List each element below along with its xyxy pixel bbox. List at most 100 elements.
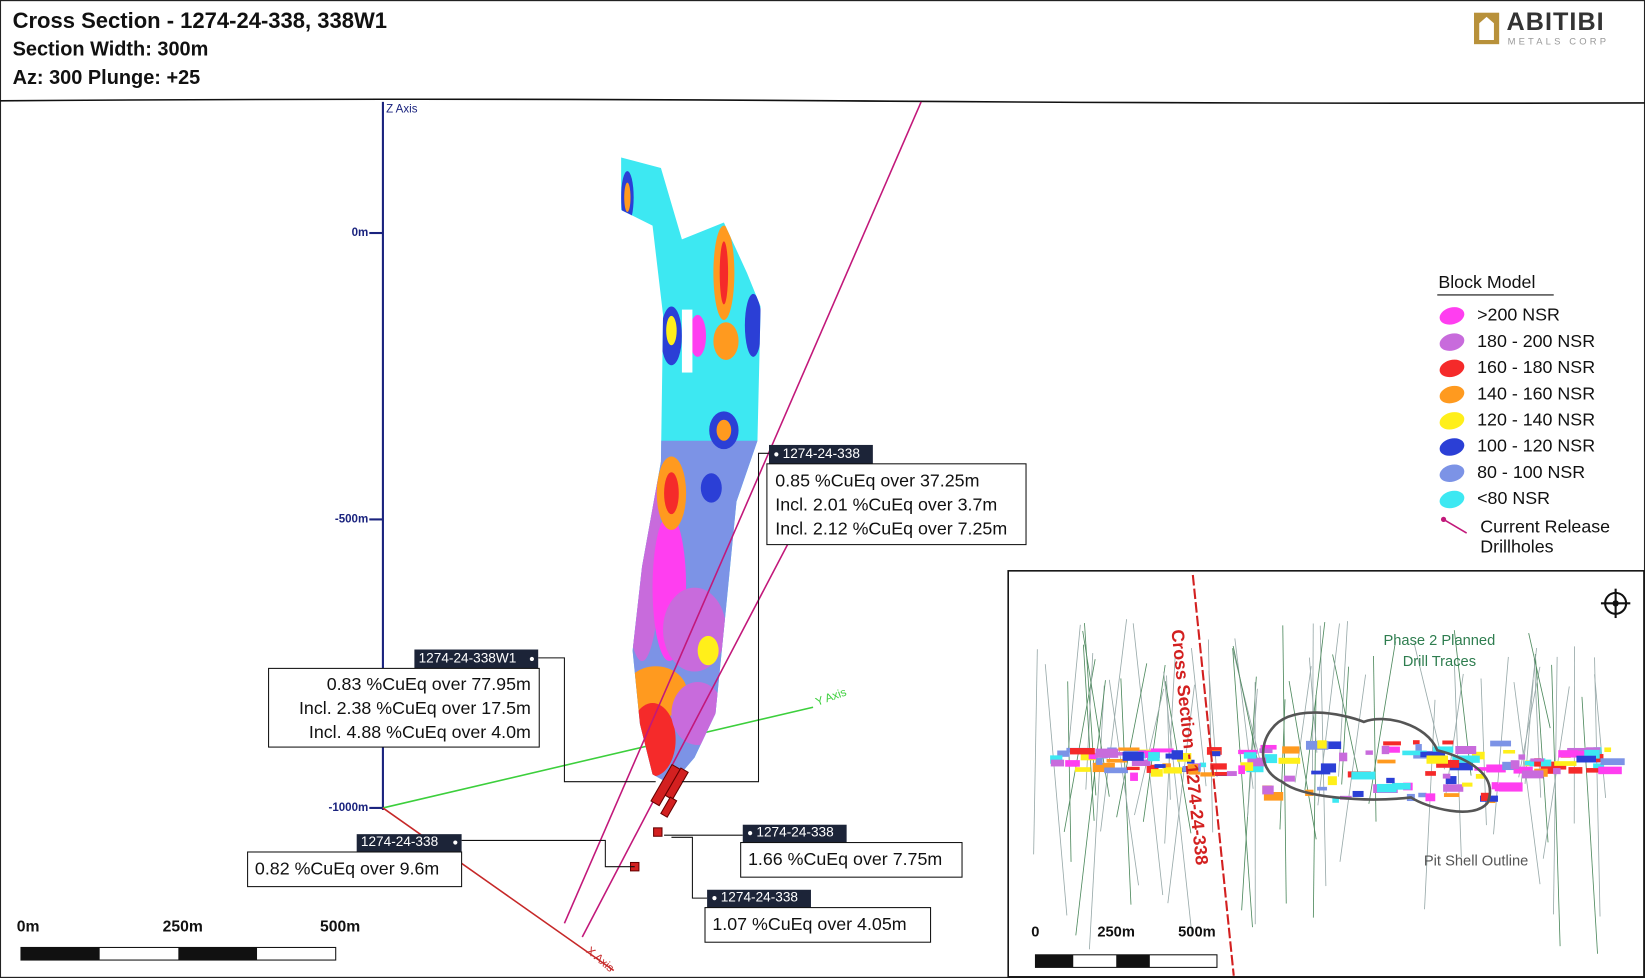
header-divider: [0, 98, 1645, 104]
block-cell: [1377, 759, 1396, 764]
legend-label: 100 - 120 NSR: [1477, 436, 1595, 456]
block-cell: [1262, 785, 1274, 795]
callout: 1274-24-338 0.82 %CuEq over 9.6m: [247, 834, 463, 888]
legend-label: 120 - 140 NSR: [1477, 410, 1595, 430]
block-cell: [1162, 763, 1171, 769]
drill-trace: [1373, 655, 1377, 822]
callout-tag: [742, 824, 847, 843]
block-cell: [1210, 763, 1227, 770]
block-cell: [1115, 752, 1128, 756]
block-cell: [1240, 762, 1254, 771]
inset-map: Cross Section - 1274-24-338 Phase 2 Plan…: [1007, 570, 1645, 978]
block-gap: [681, 309, 693, 373]
block-cell: [1491, 782, 1499, 790]
drill-trace: [1513, 682, 1541, 885]
callout-hole: 1274-24-338: [721, 890, 798, 905]
block-cell: [1243, 752, 1257, 759]
block-cell: [1176, 753, 1192, 762]
drill-trace: [1581, 696, 1598, 954]
block-cell: [1080, 753, 1097, 761]
connector: [671, 836, 708, 899]
block-cell: [1154, 764, 1166, 768]
drill-trace: [1534, 653, 1549, 843]
block-cell: [1381, 745, 1390, 755]
legend-swatch: [1439, 359, 1465, 378]
block-cell: [1092, 762, 1115, 773]
scale-segment: [20, 947, 100, 961]
block-cell: [1388, 746, 1400, 753]
callout-tag: [707, 889, 811, 908]
block-cell: [1199, 762, 1207, 768]
block-cell: [1383, 741, 1401, 746]
block-cell: [1486, 764, 1506, 773]
block-cell: [1305, 740, 1329, 750]
drill-trace: [1142, 664, 1166, 822]
block-cell: [1150, 748, 1174, 753]
logo-mark-inner: [1479, 16, 1494, 40]
block-zone: [697, 635, 719, 666]
header: Cross Section - 1274-24-338, 338W1 Secti…: [0, 8, 1645, 104]
title: Cross Section - 1274-24-338, 338W1: [13, 8, 387, 33]
block-cell: [1425, 771, 1436, 776]
block-cell: [1593, 763, 1605, 769]
callout-line: Incl. 2.01 %CuEq over 3.7m: [775, 494, 997, 514]
drill-trace: [1232, 645, 1261, 771]
block-cell: [1415, 744, 1422, 751]
legend-label: Current Release: [1480, 517, 1610, 537]
block-cell: [1412, 740, 1420, 745]
block-zone: [716, 419, 732, 441]
drill-trace: [1100, 619, 1128, 832]
block-cell: [1260, 744, 1277, 750]
legend-label: 140 - 160 NSR: [1477, 383, 1595, 403]
bullet: [529, 656, 534, 662]
drill-trace: [1044, 664, 1068, 916]
legend-label: 160 - 180 NSR: [1477, 357, 1595, 377]
connector: [681, 452, 769, 783]
block-cell: [1584, 749, 1600, 759]
callout-line: 1.66 %CuEq over 7.75m: [748, 849, 942, 869]
block-cell: [1226, 771, 1237, 777]
legend-swatch: [1439, 307, 1465, 325]
block-cell: [1324, 741, 1342, 750]
legend-drillhole-symbol: [1443, 518, 1468, 534]
block-cell: [1455, 745, 1477, 755]
elevation-label: -500m: [335, 513, 368, 525]
drill-trace: [1132, 623, 1164, 896]
intercept: [653, 827, 663, 837]
block-cell: [1148, 752, 1160, 762]
block-cell: [1186, 759, 1195, 764]
legend-swatch: [1439, 412, 1465, 430]
drill-trace: [1063, 659, 1096, 833]
block-cell: [1351, 771, 1376, 780]
elevation-label: 0m: [352, 227, 369, 239]
legend-swatch: [1439, 464, 1465, 483]
block-cell: [1263, 792, 1284, 801]
drill-trace: [1304, 621, 1326, 790]
block-cell: [1442, 740, 1454, 745]
drill-trace: [1085, 653, 1094, 790]
block-cell: [1247, 757, 1267, 767]
callout-line: 0.82 %CuEq over 9.6m: [255, 859, 439, 879]
block-cell: [1106, 758, 1128, 763]
pit-shell: [1261, 711, 1492, 813]
intercept: [660, 796, 678, 818]
block-cell: [1264, 754, 1278, 764]
section-line: [1191, 574, 1235, 976]
legend-drillhole-symbol: [1440, 516, 1447, 523]
drill-trace: [1339, 674, 1367, 862]
block-cell: [1436, 759, 1460, 768]
legend-swatch: [1439, 385, 1465, 404]
block-cell: [1443, 793, 1460, 797]
callout: 1274-24-338 1.66 %CuEq over 7.75m: [740, 824, 963, 878]
block-cell: [1553, 768, 1561, 775]
scale-segment: [178, 947, 258, 961]
callout-hole: 1274-24-338: [361, 834, 438, 849]
block-cell: [1558, 750, 1578, 758]
drill-trace: [1120, 678, 1132, 905]
block-cell: [1352, 790, 1364, 797]
block-cell: [1282, 746, 1300, 754]
block-cell: [1211, 772, 1233, 776]
callout-line: 0.83 %CuEq over 77.95m: [327, 674, 531, 694]
scale-label: 0m: [17, 919, 40, 936]
block-cell: [1088, 752, 1098, 760]
